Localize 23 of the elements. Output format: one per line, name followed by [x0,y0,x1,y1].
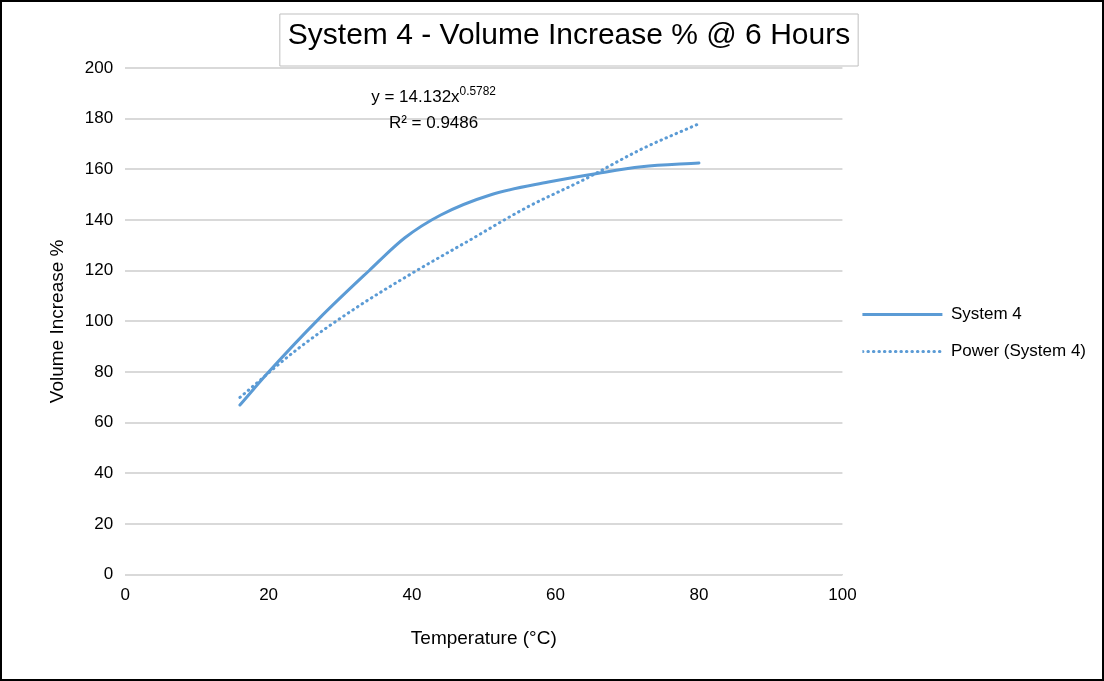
y-tick-label: 0 [103,564,114,584]
x-tick-label: 80 [689,584,709,604]
y-tick-label: 200 [84,57,114,77]
y-tick-label: 180 [84,108,114,128]
x-tick-label: 60 [546,584,565,604]
legend-label: Power (System 4) [950,341,1087,361]
x-tick-label: 40 [402,584,422,604]
y-tick-label: 40 [94,463,114,483]
annotation: R² = 0.9486 [388,113,479,132]
y-tick-label: 140 [84,209,114,229]
y-tick-label: 160 [84,159,114,179]
x-tick-label: 20 [259,584,279,604]
chart-title: System 4 - Volume Increase % @ 6 Hours [287,17,851,51]
y-tick-label: 60 [94,412,114,432]
y-tick-label: 80 [94,361,114,381]
y-tick-label: 120 [84,260,114,280]
y-axis-title: Volume Increase % [45,239,67,404]
legend-label: System 4 [950,304,1022,324]
x-tick-label: 100 [828,584,857,604]
x-tick-label: 0 [120,584,130,604]
x-axis-title: Temperature (°C) [410,626,557,648]
y-tick-label: 20 [94,513,114,533]
y-tick-label: 100 [84,311,114,331]
